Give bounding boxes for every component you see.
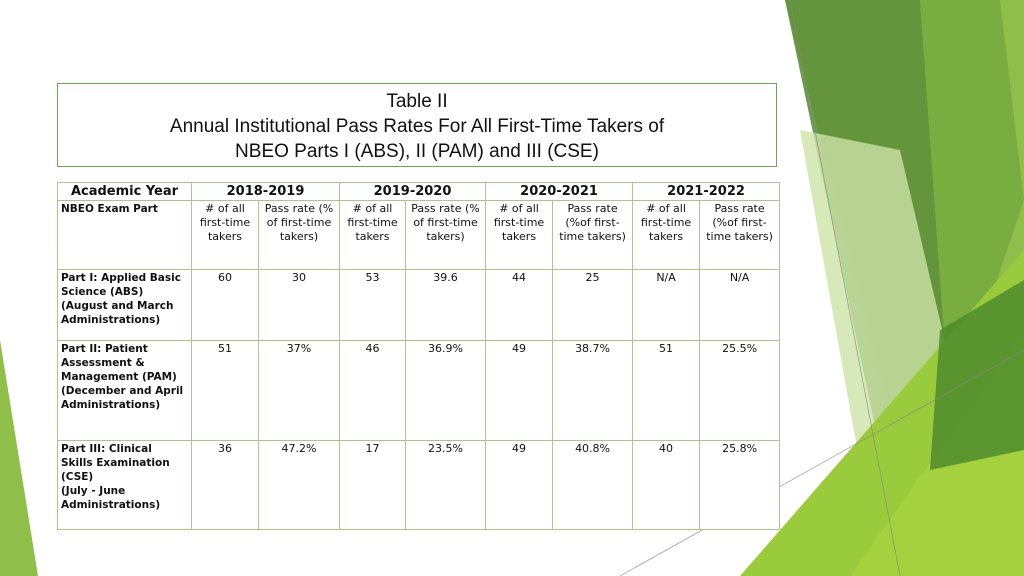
cell: 49 [485, 440, 554, 530]
row-label-line: Administrations) [61, 499, 161, 511]
year-header: 2018-2019 [190, 182, 341, 201]
cell: 60 [191, 269, 259, 341]
row-label-line: Skills Examination [61, 457, 170, 469]
header-row: Academic Year 2018-2019 2019-2020 2020-2021… [57, 182, 781, 201]
column-header: # of all first-time takers [632, 200, 701, 270]
cell: 40 [632, 440, 701, 530]
cell: 40.8% [552, 440, 634, 530]
row-label-line: (CSE) [61, 471, 94, 483]
title-line: Annual Institutional Pass Rates For All … [169, 116, 665, 137]
subheader-row: NBEO Exam Part # of all first-time takers… [57, 200, 781, 270]
column-header: Pass rate (%of first-time takers) [552, 200, 634, 270]
row-label-line: Administrations) [61, 314, 161, 326]
year-header: 2020-2021 [485, 182, 634, 201]
title-box: Table II Annual Institutional Pass Rates … [57, 83, 777, 167]
row-label-line: Administrations) [61, 399, 161, 411]
cell: 44 [485, 269, 554, 341]
deco-line [619, 349, 1024, 576]
cell: 46 [339, 340, 407, 441]
cell: 37% [257, 340, 341, 441]
cell: 47.2% [257, 440, 341, 530]
row-label-line: Management (PAM) [61, 371, 177, 383]
cell: 25 [552, 269, 634, 341]
title-line: Table II [386, 91, 448, 112]
row-label-line: Assessment & [61, 357, 145, 369]
cell: 25.5% [699, 340, 781, 441]
deco-line [789, 0, 901, 576]
column-header: # of all first-time takers [191, 200, 259, 270]
deco-shape [920, 0, 1024, 420]
title-line: NBEO Parts I (ABS), II (PAM) and III (CS… [235, 141, 599, 162]
data-row: Part I: Applied Basic Science (ABS) (Augus… [57, 269, 781, 341]
column-header: Pass rate (% of first-time takers) [257, 200, 341, 270]
row-label-line: Science (ABS) [61, 286, 144, 298]
cell: 30 [257, 269, 341, 341]
cell: 39.6 [405, 269, 487, 341]
row-label-line: Part II: Patient [61, 343, 148, 355]
column-header: # of all first-time takers [339, 200, 407, 270]
column-header: Pass rate (% of first-time takers) [405, 200, 487, 270]
cell: N/A [632, 269, 701, 341]
row-label-line: Part I: Applied Basic [61, 272, 181, 284]
cell: 49 [485, 340, 554, 441]
year-header: 2019-2020 [339, 182, 487, 201]
cell: 38.7% [552, 340, 634, 441]
data-row: Part III: Clinical Skills Examination (CSE… [57, 440, 781, 530]
cell: 17 [339, 440, 407, 530]
deco-shape [0, 340, 38, 576]
row-label-line: (December and April [61, 385, 184, 397]
row-label: Part II: Patient Assessment & Management (… [57, 340, 192, 441]
subheader-label: NBEO Exam Part [57, 200, 192, 270]
year-header: 2021-2022 [632, 182, 781, 201]
data-row: Part II: Patient Assessment & Management (… [57, 340, 781, 441]
cell: 25.8% [699, 440, 781, 530]
column-header: # of all first-time takers [485, 200, 554, 270]
column-header: Pass rate (%of first-time takers) [699, 200, 781, 270]
cell: 51 [632, 340, 701, 441]
cell: 53 [339, 269, 407, 341]
row-label-line: (August and March [61, 300, 174, 312]
cell: 36 [191, 440, 259, 530]
row-label: Part III: Clinical Skills Examination (CSE… [57, 440, 192, 530]
row-label-line: Part III: Clinical [61, 443, 152, 455]
pass-rate-table: Academic Year 2018-2019 2019-2020 2020-2021… [57, 182, 781, 530]
cell: 36.9% [405, 340, 487, 441]
header-label: Academic Year [57, 182, 192, 201]
cell: N/A [699, 269, 781, 341]
cell: 51 [191, 340, 259, 441]
row-label-line: (July - June [61, 485, 126, 497]
row-label: Part I: Applied Basic Science (ABS) (Augus… [57, 269, 192, 341]
deco-shape [930, 280, 1024, 470]
cell: 23.5% [405, 440, 487, 530]
